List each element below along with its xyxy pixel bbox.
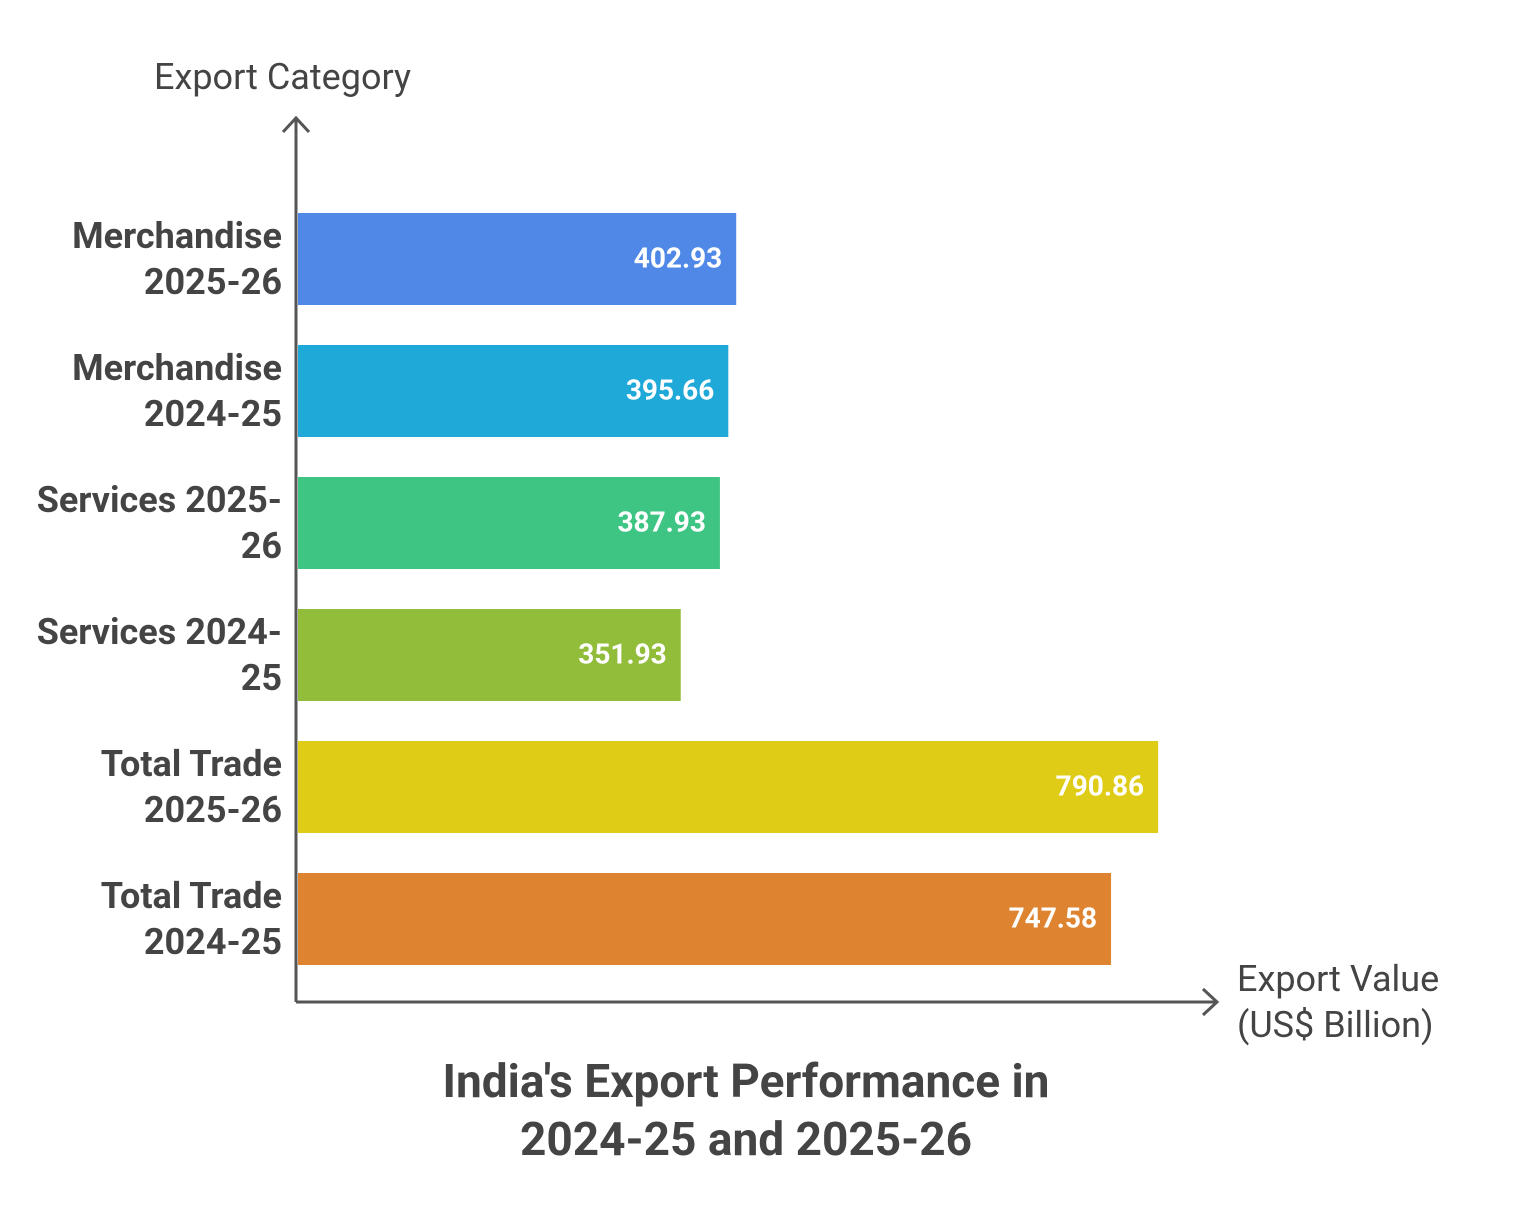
y-axis [281,115,311,1002]
x-axis [296,987,1220,1017]
value-label: 747.58 [1009,901,1097,934]
value-label: 387.93 [617,505,705,538]
bar [298,477,720,569]
category-label: Merchandise 2024-25 [72,347,282,435]
bar [298,345,729,437]
x-axis-title: Export Value (US$ Billion) [1237,958,1440,1046]
bar [298,213,737,305]
y-axis-title: Export Category [154,56,412,98]
value-label: 351.93 [578,637,666,670]
value-label: 395.66 [626,373,714,406]
bar [298,609,681,701]
value-label: 402.93 [634,241,722,274]
chart-title: India's Export Performance in 2024-25 an… [442,1055,1050,1167]
category-label: Merchandise 2025-26 [72,215,282,303]
category-label: Total Trade 2025-26 [100,743,282,831]
bar [298,741,1159,833]
category-label: Services 2024-25 [36,611,282,699]
axes [281,115,1220,1017]
value-label: 790.86 [1056,769,1144,802]
bar [298,873,1112,965]
category-label: Services 2025-26 [36,479,282,567]
category-label: Total Trade 2024-25 [100,875,282,963]
